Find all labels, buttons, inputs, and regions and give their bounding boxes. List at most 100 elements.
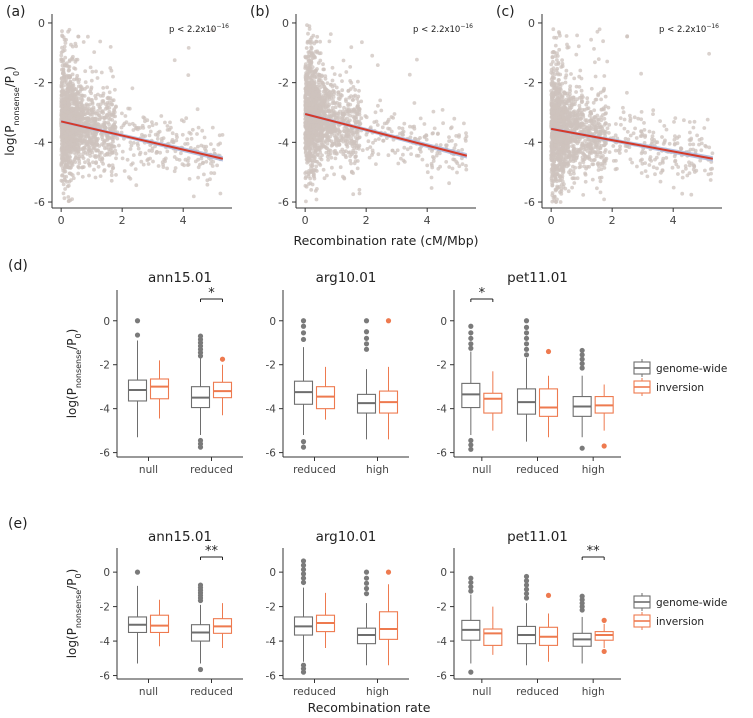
p-value-label: p < 2.2x10−16 bbox=[413, 23, 473, 35]
scatter-point bbox=[331, 128, 336, 133]
scatter-point bbox=[130, 86, 135, 91]
scatter-point bbox=[111, 98, 116, 103]
scatter-point bbox=[314, 103, 319, 108]
panel-label: (a) bbox=[6, 4, 26, 20]
scatter-point bbox=[107, 143, 111, 148]
scatter-point bbox=[59, 89, 64, 94]
scatter-point bbox=[693, 148, 698, 153]
y-tick-label: 0 bbox=[38, 17, 45, 30]
scatter-point bbox=[366, 139, 371, 144]
p-value-exponent: −16 bbox=[460, 23, 473, 30]
scatter-point bbox=[122, 169, 127, 173]
scatter-point bbox=[634, 136, 639, 140]
scatter-point bbox=[186, 46, 191, 50]
scatter-point bbox=[676, 165, 681, 169]
scatter-point bbox=[306, 151, 310, 156]
scatter-point bbox=[677, 134, 681, 139]
scatter-point bbox=[338, 73, 342, 78]
scatter-point bbox=[365, 147, 370, 151]
scatter-point bbox=[549, 70, 554, 75]
scatter-point bbox=[554, 165, 559, 170]
scatter-point bbox=[174, 138, 179, 143]
scatter-point bbox=[559, 157, 563, 162]
scatter-point bbox=[148, 129, 153, 134]
scatter-point bbox=[65, 110, 70, 114]
scatter-point bbox=[670, 165, 675, 170]
scatter-point bbox=[165, 124, 170, 128]
scatter-point bbox=[593, 60, 597, 65]
scatter-point bbox=[315, 159, 320, 164]
scatter-point bbox=[601, 39, 605, 44]
y-tick-label: -2 bbox=[437, 360, 447, 372]
scatter-point bbox=[306, 50, 311, 55]
scatter-point bbox=[393, 151, 398, 155]
scatter-point bbox=[318, 39, 322, 44]
scatter-point bbox=[185, 163, 190, 168]
box-body bbox=[212, 381, 233, 399]
scatter-point bbox=[103, 107, 108, 111]
scatter-point bbox=[165, 127, 170, 132]
scatter-point bbox=[557, 47, 562, 52]
scatter-point bbox=[605, 59, 610, 64]
scatter-point bbox=[201, 160, 205, 165]
scatter-point bbox=[114, 104, 118, 109]
scatter-point bbox=[583, 154, 588, 158]
scatter-point bbox=[71, 117, 76, 122]
scatter-point bbox=[568, 123, 573, 128]
y-axis-title-part: log(P bbox=[65, 388, 79, 418]
y-tick-label: -4 bbox=[524, 136, 535, 149]
scatter-point bbox=[74, 106, 78, 111]
scatter-point bbox=[307, 87, 312, 91]
scatter-point bbox=[551, 195, 556, 200]
scatter-point bbox=[580, 112, 584, 117]
scatter-point bbox=[89, 136, 94, 140]
scatter-point bbox=[452, 116, 457, 121]
scatter-point bbox=[402, 160, 407, 164]
scatter-point bbox=[699, 148, 704, 153]
scatter-point bbox=[106, 116, 111, 120]
scatter-point bbox=[101, 143, 106, 148]
scatter-point bbox=[571, 150, 576, 155]
scatter-point bbox=[87, 145, 92, 150]
scatter-point bbox=[142, 116, 147, 121]
scatter-point bbox=[61, 114, 66, 118]
scatter-point bbox=[338, 109, 342, 114]
scatter-point bbox=[71, 54, 75, 59]
scatter-point bbox=[653, 172, 657, 177]
scatter-point bbox=[67, 89, 72, 94]
scatter-point bbox=[316, 111, 321, 115]
scatter-point bbox=[688, 130, 692, 135]
scatter-point bbox=[322, 176, 327, 181]
scatter-point bbox=[98, 102, 103, 107]
scatter-point bbox=[572, 181, 577, 185]
scatter-point bbox=[601, 113, 605, 117]
scatter-point bbox=[358, 121, 363, 126]
scatter-point bbox=[76, 114, 81, 119]
outlier-point bbox=[363, 335, 370, 341]
box-body bbox=[315, 386, 336, 410]
scatter-point bbox=[190, 127, 195, 132]
scatter-point bbox=[357, 143, 362, 148]
scatter-point bbox=[159, 114, 164, 118]
scatter-point bbox=[98, 94, 103, 98]
scatter-point bbox=[324, 103, 329, 108]
scatter-point bbox=[672, 142, 677, 147]
scatter-point bbox=[196, 125, 201, 130]
scatter-point bbox=[552, 152, 556, 157]
scatter-point bbox=[73, 147, 78, 152]
y-axis-title-part: /P bbox=[3, 76, 17, 87]
scatter-point bbox=[594, 142, 599, 147]
scatter-point bbox=[109, 178, 114, 183]
scatter-point bbox=[590, 162, 595, 167]
scatter-point bbox=[709, 171, 713, 176]
facet-title: ann15.01 bbox=[148, 270, 212, 286]
box-inversion bbox=[149, 360, 170, 419]
scatter-point bbox=[563, 186, 568, 191]
scatter-point bbox=[320, 153, 324, 158]
scatter-point bbox=[375, 63, 380, 67]
scatter-point bbox=[648, 155, 653, 159]
scatter-point bbox=[699, 136, 704, 141]
scatter-point bbox=[143, 119, 147, 124]
scatter-point bbox=[306, 134, 311, 139]
scatter-point bbox=[315, 187, 319, 191]
